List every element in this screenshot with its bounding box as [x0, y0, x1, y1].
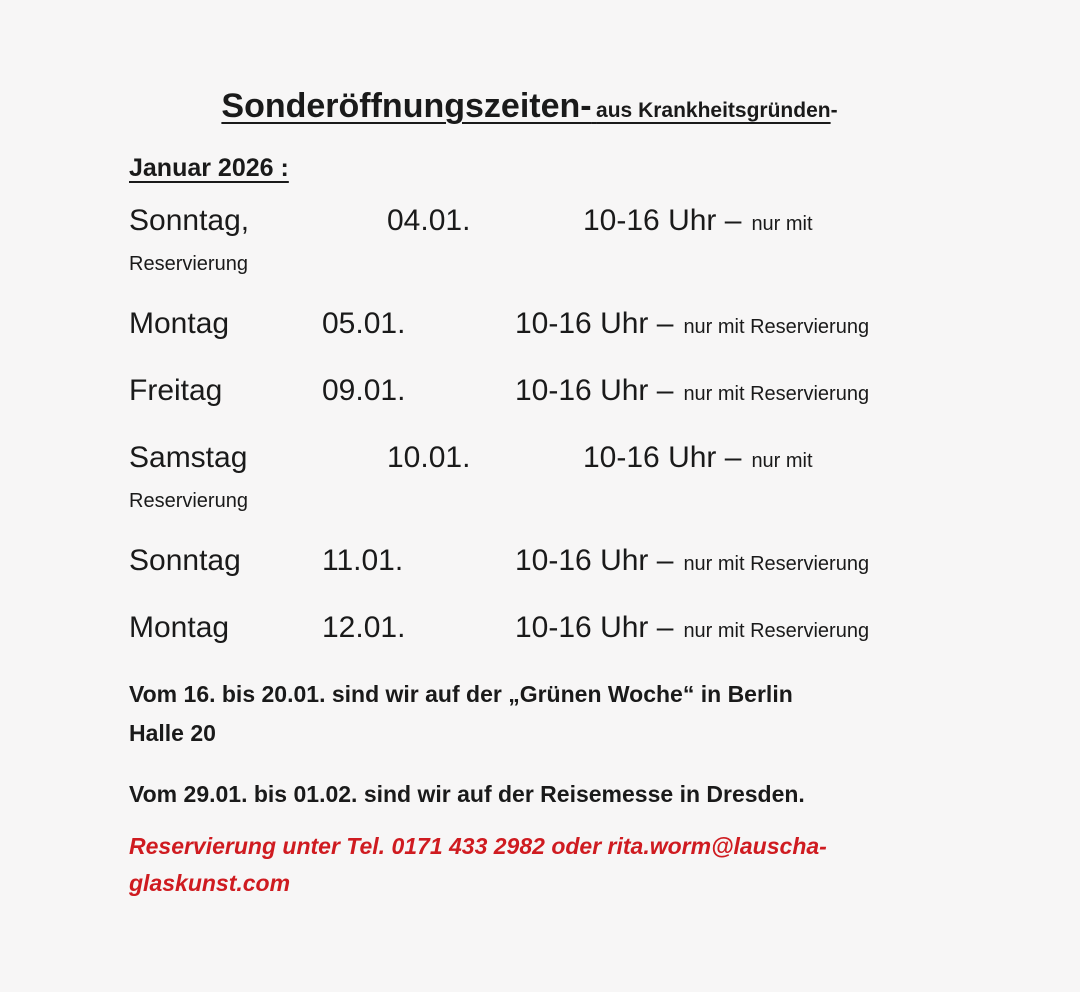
announcement-berlin-line2: Halle 20 [129, 720, 216, 746]
schedule-note-continuation: Reservierung [129, 490, 248, 512]
section-heading: Januar 2026 : [129, 151, 930, 185]
schedule-time: 10-16 Uhr – nur mit Reservierung [515, 606, 930, 653]
page-title-underlined: Sonderöffnungszeiten- aus Krankheitsgrün… [221, 87, 830, 125]
schedule-row: Samstag 10.01. 10-16 Uhr – nur mit Reserv… [129, 436, 930, 519]
schedule-date: 11.01. [322, 544, 404, 577]
schedule-day: Freitag [129, 374, 223, 407]
schedule-date: 10.01. [387, 441, 471, 474]
schedule-time-value: 10-16 Uhr – [583, 204, 742, 237]
schedule-time: 10-16 Uhr – nur mit [583, 199, 930, 246]
document-page: Sonderöffnungszeiten- aus Krankheitsgrün… [129, 86, 930, 902]
schedule-date: 04.01. [387, 204, 471, 237]
schedule-time-value: 10-16 Uhr – [515, 544, 674, 577]
page-title-sub: aus Krankheitsgründen [596, 99, 831, 122]
schedule-time-value: 10-16 Uhr – [515, 374, 674, 407]
schedule-row: Montag 12.01. 10-16 Uhr – nur mit Reservi… [129, 606, 930, 653]
schedule-time: 10-16 Uhr – nur mit Reservierung [515, 539, 930, 586]
schedule-row: Montag 05.01. 10-16 Uhr – nur mit Reservi… [129, 302, 930, 349]
announcement-berlin: Vom 16. bis 20.01. sind wir auf der „Grü… [129, 675, 930, 753]
reservation-contact-line1: Reservierung unter Tel. 0171 433 2982 od… [129, 833, 827, 859]
schedule-time: 10-16 Uhr – nur mit Reservierung [515, 302, 930, 349]
reservation-contact: Reservierung unter Tel. 0171 433 2982 od… [129, 828, 930, 902]
schedule-note-continuation: Reservierung [129, 253, 248, 275]
schedule-note: nur mit Reservierung [683, 553, 870, 575]
section-heading-text: Januar 2026 : [129, 154, 289, 182]
schedule-day: Samstag [129, 441, 248, 474]
schedule-time: 10-16 Uhr – nur mit Reservierung [515, 369, 930, 416]
schedule-day: Montag [129, 307, 230, 340]
page-title-main: Sonderöffnungszeiten- [221, 87, 592, 125]
schedule-date: 05.01. [322, 307, 406, 340]
announcement-dresden-line1: Vom 29.01. bis 01.02. sind wir auf der R… [129, 781, 805, 807]
schedule-row: Freitag 09.01. 10-16 Uhr – nur mit Reserv… [129, 369, 930, 416]
schedule-time-value: 10-16 Uhr – [515, 611, 674, 644]
announcement-dresden: Vom 29.01. bis 01.02. sind wir auf der R… [129, 775, 930, 814]
schedule-day: Sonntag [129, 544, 241, 577]
schedule-date: 09.01. [322, 374, 406, 407]
page-title-trailing-dash: - [830, 99, 838, 122]
reservation-contact-line2: glaskunst.com [129, 870, 291, 896]
schedule-note: nur mit Reservierung [683, 383, 870, 405]
schedule-time-value: 10-16 Uhr – [515, 307, 674, 340]
schedule-date: 12.01. [322, 611, 406, 644]
schedule-note: nur mit [751, 213, 813, 235]
schedule-row: Sonntag 11.01. 10-16 Uhr – nur mit Reserv… [129, 539, 930, 586]
schedule-day: Montag [129, 611, 230, 644]
schedule-note: nur mit [751, 450, 813, 472]
schedule-time-value: 10-16 Uhr – [583, 441, 742, 474]
schedule-row: Sonntag, 04.01. 10-16 Uhr – nur mit Reser… [129, 199, 930, 282]
announcement-berlin-line1: Vom 16. bis 20.01. sind wir auf der „Grü… [129, 681, 793, 707]
schedule-day: Sonntag, [129, 204, 250, 237]
schedule-note: nur mit Reservierung [683, 620, 870, 642]
page-title: Sonderöffnungszeiten- aus Krankheitsgrün… [129, 86, 930, 133]
schedule-note: nur mit Reservierung [683, 316, 870, 338]
schedule-time: 10-16 Uhr – nur mit [583, 436, 930, 483]
